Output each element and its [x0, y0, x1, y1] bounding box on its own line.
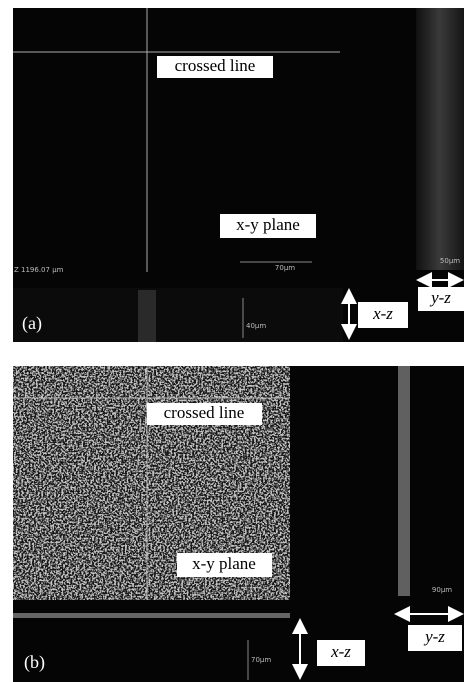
yz-label: y-z [429, 288, 451, 307]
yz-view [416, 8, 464, 270]
yz-signal [398, 366, 410, 596]
xz-view [13, 288, 343, 342]
scale-label: 70µm [275, 264, 295, 272]
panel-label: (a) [22, 313, 42, 334]
xz-label: x-z [372, 304, 393, 323]
xy-plane-label: x-y plane [236, 215, 300, 234]
xz-signal [13, 613, 290, 618]
scale-label: 50µm [440, 257, 460, 265]
yz-label: y-z [423, 627, 445, 646]
xz-signal [138, 290, 156, 342]
panel-label: (b) [24, 652, 45, 673]
xy-plane-label: x-y plane [192, 554, 256, 573]
panel-a: crossed line x-y plane Z 1196.07 µm 70µm… [13, 8, 464, 342]
scale-label: 90µm [432, 586, 452, 594]
crossed-line-label: crossed line [164, 403, 245, 422]
scale-label: 40µm [246, 322, 266, 330]
xz-label: x-z [330, 642, 351, 661]
scale-label: 70µm [251, 656, 271, 664]
panel-b: crossed line x-y plane 90µm 70µm (b) x-z… [13, 366, 464, 682]
figure: crossed line x-y plane Z 1196.07 µm 70µm… [0, 0, 464, 682]
crossed-line-label: crossed line [175, 56, 256, 75]
z-position: Z 1196.07 µm [14, 266, 64, 274]
